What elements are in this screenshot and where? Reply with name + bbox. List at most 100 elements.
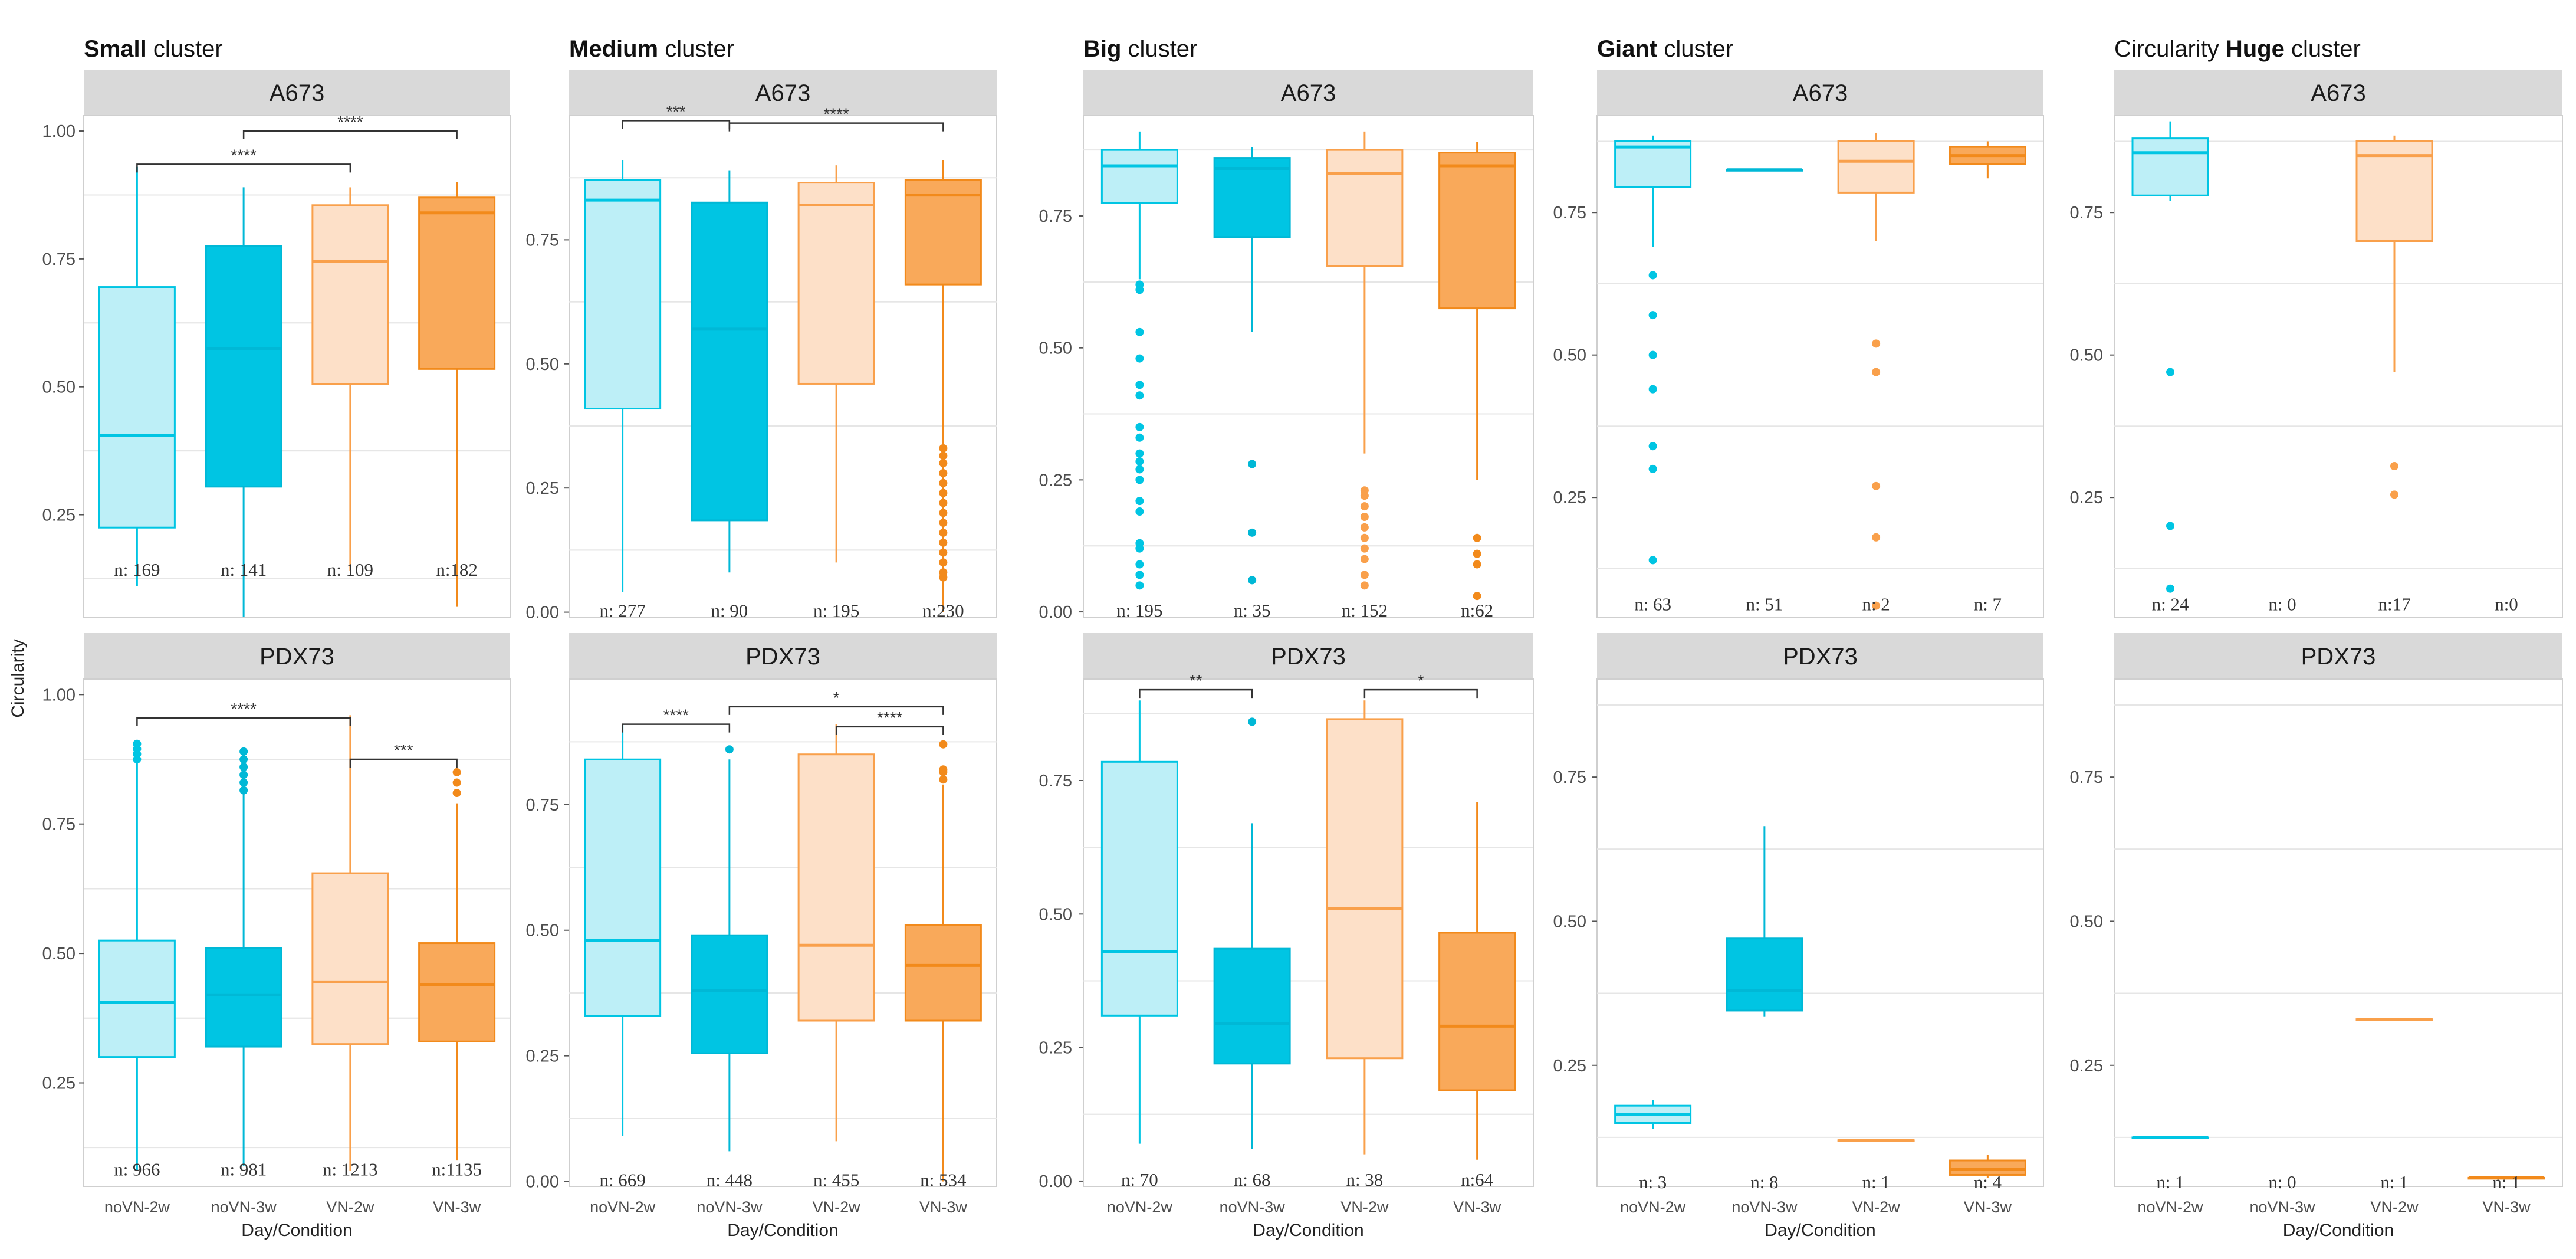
outlier-point <box>1248 717 1257 726</box>
y-tick-label: 0.50 <box>2070 912 2103 931</box>
panel-huge-pdx73: PDX73 0.25 0.50 0.75 n: 1 n: 0 n: 1 n: 1 noVN-2w… <box>2070 633 2563 1240</box>
cluster-title-part: cluster <box>1121 36 1197 62</box>
box-novn-2w <box>98 739 176 1171</box>
outlier-point <box>939 459 948 468</box>
outlier-point <box>2166 368 2174 376</box>
box-vn-2w <box>2355 1018 2433 1021</box>
outlier-point <box>939 558 948 567</box>
outlier-point <box>1135 449 1144 458</box>
box-novn-2w <box>584 724 662 1136</box>
x-tick-label: noVN-3w <box>211 1198 277 1216</box>
outlier-point <box>1473 549 1481 558</box>
significance-bracket: **** <box>136 146 351 173</box>
n-count-label: n:62 <box>1461 600 1493 621</box>
x-tick-label: noVN-3w <box>2249 1198 2315 1216</box>
n-count-label: n: 1 <box>2380 1172 2408 1192</box>
significance-bracket: ** <box>1139 671 1253 699</box>
n-count-label: n: 1 <box>1862 1172 1890 1192</box>
outlier-point <box>1360 523 1369 532</box>
strip-label: PDX73 <box>1783 644 1858 670</box>
significance-label: **** <box>877 709 903 727</box>
box-vn-3w <box>418 768 496 1161</box>
box-body <box>2131 137 2209 196</box>
cluster-title-part: Circularity <box>2114 36 2226 62</box>
outlier-point <box>1135 539 1144 547</box>
outlier-point <box>1135 560 1144 569</box>
outlier-point <box>1135 476 1144 484</box>
n-count-label: n: 966 <box>114 1159 160 1180</box>
n-count-label: n: 0 <box>2268 594 2296 615</box>
box-body <box>1100 760 1178 1017</box>
box-vn-2w <box>797 165 875 563</box>
outlier-point <box>1248 576 1257 585</box>
cluster-title-part: cluster <box>658 36 734 62</box>
box-vn-2w <box>311 715 389 1171</box>
box-body <box>1100 149 1178 204</box>
bracket-line <box>136 163 351 173</box>
n-count-label: n: 1213 <box>323 1159 378 1180</box>
outlier-point <box>939 528 948 537</box>
box-vn-2w <box>1837 132 1915 610</box>
outlier-point <box>1135 497 1144 506</box>
y-tick-label: 0.50 <box>1039 905 1072 924</box>
box-body <box>1326 718 1404 1060</box>
box-vn-2w <box>1326 700 1404 1155</box>
panel-giant-pdx73: PDX73 0.25 0.50 0.75 n: 3 n: 8 n: 1 n: 4 noVN-2w… <box>1553 633 2044 1240</box>
outlier-point <box>1473 560 1481 569</box>
box-novn-3w <box>691 170 768 573</box>
outlier-point <box>1648 556 1657 565</box>
outlier-point <box>939 499 948 507</box>
strip-label: A673 <box>270 80 324 106</box>
bracket-line <box>136 717 351 726</box>
outlier-point <box>2390 490 2398 499</box>
n-count-label: n: 448 <box>707 1169 753 1190</box>
outlier-point <box>1473 533 1481 542</box>
outlier-point <box>2390 462 2398 471</box>
box-body <box>98 939 176 1058</box>
outlier-point <box>1135 422 1144 431</box>
box-novn-2w <box>1614 1100 1692 1129</box>
y-axis-title: Circularity <box>8 639 28 717</box>
strip-header <box>1083 70 1533 116</box>
bracket-line <box>622 723 731 733</box>
outlier-point <box>1872 601 1881 610</box>
box-novn-3w <box>205 747 282 1166</box>
outlier-point <box>725 745 734 754</box>
y-tick-label: 0.75 <box>526 231 559 250</box>
strip-label: PDX73 <box>745 644 820 670</box>
box-body <box>797 182 875 385</box>
x-tick-label: VN-3w <box>1964 1198 2012 1216</box>
panel-big-a673: A673 0.00 0.25 0.50 0.75 n: 195 n: 35 n: 152 n:6… <box>1039 70 1534 622</box>
outlier-point <box>939 451 948 460</box>
x-tick-label: VN-3w <box>433 1198 481 1216</box>
outlier-point <box>1872 481 1881 490</box>
box-novn-2w <box>98 166 176 586</box>
n-count-label: n: 152 <box>1342 600 1388 621</box>
box-body <box>904 924 982 1022</box>
box-body <box>1326 149 1404 267</box>
strip-label: A673 <box>755 80 810 106</box>
x-tick-label: VN-2w <box>813 1198 861 1216</box>
outlier-point <box>1360 502 1369 511</box>
n-count-label: n: 70 <box>1121 1169 1158 1190</box>
plot-panel <box>83 678 511 1187</box>
outlier-point <box>939 478 948 487</box>
n-count-label: n: 7 <box>1974 594 2002 615</box>
y-tick-label: 1.00 <box>42 686 75 704</box>
y-tick-label: 0.50 <box>42 378 75 397</box>
strip-label: PDX73 <box>259 644 334 670</box>
y-tick-label: 0.75 <box>2070 768 2103 787</box>
n-count-label: n: 24 <box>2152 594 2189 615</box>
panel-huge-a673: A673 0.25 0.50 0.75 n: 24 n: 0 n:17 n:0 <box>2070 70 2563 618</box>
n-count-label: n:1135 <box>432 1159 482 1180</box>
n-count-label: n:230 <box>922 601 964 621</box>
outlier-point <box>939 509 948 517</box>
outlier-point <box>1248 460 1257 468</box>
n-count-label: n: 90 <box>711 601 748 621</box>
significance-label: *** <box>666 102 686 120</box>
outlier-point <box>1135 507 1144 516</box>
box-body <box>584 758 662 1017</box>
box-novn-2w <box>1100 131 1178 590</box>
box-novn-3w <box>1726 826 1803 1017</box>
